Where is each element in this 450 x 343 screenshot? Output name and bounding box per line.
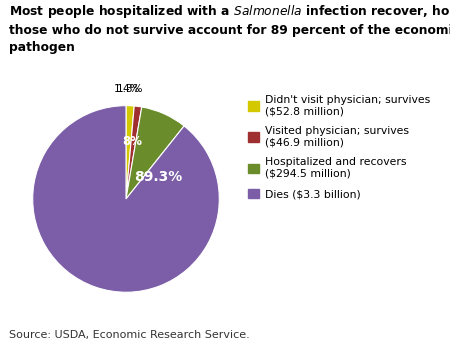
- Text: 8%: 8%: [123, 135, 143, 148]
- Wedge shape: [126, 106, 134, 199]
- Wedge shape: [126, 107, 184, 199]
- Wedge shape: [126, 106, 142, 199]
- Wedge shape: [33, 106, 219, 292]
- Text: 89.3%: 89.3%: [134, 170, 182, 184]
- Text: 1.3%: 1.3%: [117, 84, 143, 94]
- Text: Source: USDA, Economic Research Service.: Source: USDA, Economic Research Service.: [9, 330, 250, 340]
- Text: Most people hospitalized with a $\it{Salmonella}$ infection recover, however, th: Most people hospitalized with a $\it{Sal…: [9, 3, 450, 55]
- Legend: Didn't visit physician; survives
($52.8 million), Visited physician; survives
($: Didn't visit physician; survives ($52.8 …: [248, 95, 430, 199]
- Text: 1.4%: 1.4%: [114, 84, 140, 94]
